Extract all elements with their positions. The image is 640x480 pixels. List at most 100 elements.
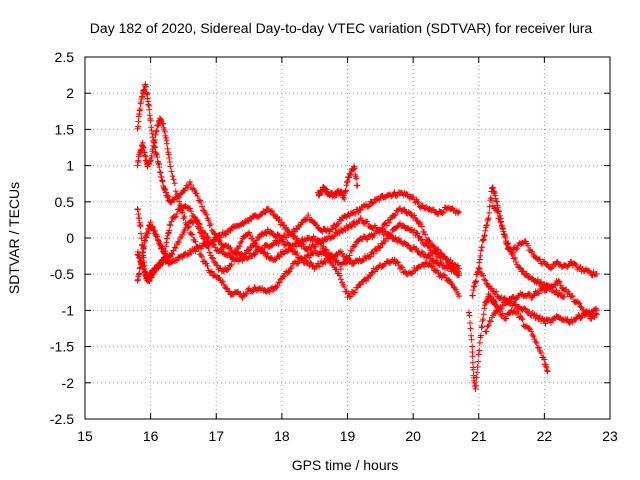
data-point [470,287,477,294]
data-point [492,192,499,199]
data-point [514,245,521,252]
data-point [228,261,235,268]
data-point [434,267,441,274]
data-point [432,249,438,256]
data-point [426,244,433,251]
data-point [418,223,425,230]
data-point [370,232,377,239]
data-point [170,176,177,183]
data-point [541,356,548,363]
data-point [236,243,243,250]
data-point [588,315,595,322]
data-point [227,244,234,251]
y-tick-label: -2.5 [50,411,74,427]
series-track-k [488,197,568,301]
data-point [153,128,160,135]
x-tick-label: 17 [208,428,224,444]
data-point [181,213,188,220]
data-point [219,278,226,285]
data-point [179,209,186,216]
data-point [169,251,176,258]
data-point [349,261,356,268]
data-point [370,250,377,257]
data-point [190,213,197,220]
data-point [491,188,498,195]
data-point [162,186,169,193]
data-point [357,206,364,213]
data-point [521,305,528,312]
data-point [188,230,195,237]
data-point [353,175,360,182]
data-point [486,209,493,216]
data-point [258,211,265,218]
data-point [288,264,295,271]
data-point [276,279,283,286]
data-point [474,364,481,371]
data-point [473,278,480,285]
data-point [346,293,353,300]
data-point [555,278,562,285]
data-point [159,177,166,184]
data-point [188,182,195,189]
data-point [352,210,359,217]
data-point [204,234,211,241]
series-track-h [465,290,551,393]
data-point [529,275,536,282]
data-point [542,320,549,327]
data-point [429,263,436,270]
data-point [162,189,169,196]
data-point [275,240,282,247]
data-point [142,83,149,90]
data-point [169,173,176,180]
data-point [567,258,574,265]
data-point [492,195,499,202]
data-point [425,242,432,249]
data-point [333,266,340,273]
data-point [379,241,386,248]
data-point [470,283,477,290]
data-point [155,160,162,167]
data-point [413,229,420,236]
data-point [152,131,159,138]
data-point [247,232,254,239]
data-point [386,219,393,226]
data-point [451,285,458,292]
data-point [577,303,584,310]
data-point [165,193,172,200]
data-point [149,146,156,153]
data-point [572,260,578,267]
data-point [177,235,184,242]
data-point [452,267,459,274]
data-point [273,284,280,291]
data-point [467,319,473,326]
data-point [212,236,219,243]
data-point [225,250,232,257]
data-point [312,221,319,228]
data-point [489,184,496,191]
data-point [575,299,582,306]
data-point [290,248,297,255]
data-point [526,325,533,332]
data-point [159,178,166,185]
data-point [223,231,230,238]
data-point [148,152,155,159]
data-point [399,264,406,271]
data-point [376,244,383,251]
data-point [433,257,440,264]
data-point [199,253,206,260]
data-point [442,262,449,269]
data-point [166,227,173,234]
data-point [448,280,455,287]
data-point [239,257,246,264]
data-point [467,325,474,332]
x-tick-label: 16 [143,428,159,444]
data-point [376,197,383,204]
data-point [528,328,535,335]
data-point [592,310,599,317]
data-point [415,199,422,206]
data-point [341,195,348,202]
data-point [480,272,487,279]
data-point [493,288,500,295]
data-point [156,164,163,171]
data-point [207,269,214,276]
